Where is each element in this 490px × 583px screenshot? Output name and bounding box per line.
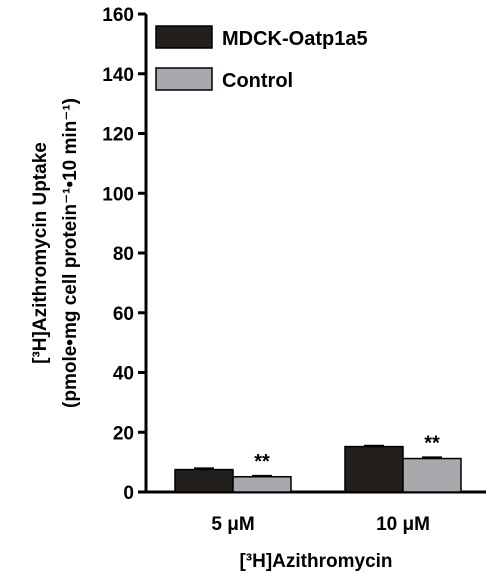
y-tick-label: 120 <box>102 125 134 146</box>
y-tick-label: 40 <box>113 364 134 385</box>
y-tick-label: 80 <box>113 244 134 265</box>
legend-label: Control <box>222 70 293 92</box>
y-tick-label: 0 <box>123 483 134 504</box>
legend-label: MDCK-Oatp1a5 <box>222 28 368 50</box>
y-tick-label: 100 <box>102 184 134 205</box>
y-axis-title: [³H]Azithromycin Uptake <box>30 142 51 364</box>
legend: MDCK-Oatp1a5 Control <box>155 25 368 92</box>
x-axis-title: [³H]Azithromycin <box>239 551 392 572</box>
legend-swatch <box>155 67 213 91</box>
legend-swatch <box>155 25 213 49</box>
bar <box>232 476 292 493</box>
x-tick-label: 5 μM <box>211 514 254 535</box>
significance-marker: ** <box>424 432 440 454</box>
significance-marker: ** <box>254 451 270 473</box>
y-tick-label: 20 <box>113 423 134 444</box>
y-axis-title-units: (pmole•mg cell protein⁻¹•10 min⁻¹) <box>60 98 81 408</box>
y-tick-label: 60 <box>113 304 134 325</box>
x-tick-label: 10 μM <box>376 514 430 535</box>
bars: ** ** <box>174 432 462 493</box>
x-tick-labels: 5 μM 10 μM <box>211 514 430 535</box>
y-tick-label: 140 <box>102 65 134 86</box>
y-ticks: 0 20 40 60 80 100 120 140 160 <box>102 5 146 504</box>
bar <box>174 468 234 493</box>
y-tick-label: 160 <box>102 5 134 26</box>
bar <box>402 457 462 493</box>
bar <box>344 445 404 493</box>
